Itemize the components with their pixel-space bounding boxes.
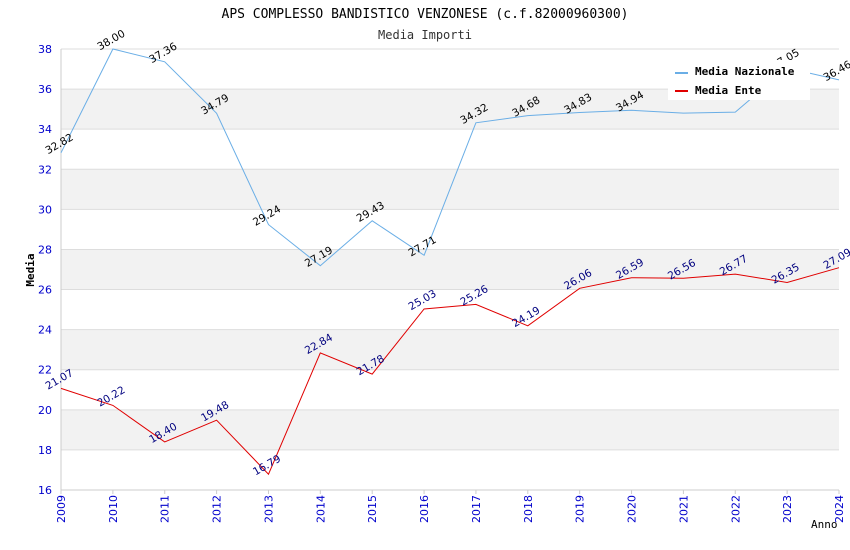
y-tick-label: 16 (38, 484, 52, 497)
x-tick-label: 2013 (262, 495, 275, 523)
x-tick-label: 2016 (418, 495, 431, 523)
y-tick-label: 24 (38, 324, 52, 337)
x-tick-label: 2019 (574, 495, 587, 523)
x-tick-label: 2023 (781, 495, 794, 523)
x-tick-label: 2022 (729, 495, 742, 523)
chart-title: APS COMPLESSO BANDISTICO VENZONESE (c.f.… (222, 7, 629, 22)
legend-label-nazionale: Media Nazionale (695, 65, 795, 78)
x-axis-label: Anno (811, 518, 838, 531)
x-tick-label: 2021 (677, 495, 690, 523)
grid-band (61, 249, 839, 290)
series-line-nazionale (60, 48, 840, 267)
x-tick-label: 2009 (55, 495, 68, 523)
x-tick-label: 2018 (522, 495, 535, 523)
x-tick-label: 2015 (366, 495, 379, 523)
x-tick-label: 2017 (470, 495, 483, 523)
series-layer (60, 48, 840, 476)
y-tick-label: 34 (38, 123, 52, 136)
y-tick-label: 36 (38, 83, 52, 96)
y-tick-label: 38 (38, 43, 52, 56)
grid-band (61, 329, 839, 370)
y-tick-label: 22 (38, 364, 52, 377)
x-tick-label: 2011 (159, 495, 172, 523)
y-tick-label: 32 (38, 163, 52, 176)
x-tick-label: 2012 (211, 495, 224, 523)
grid-band (61, 409, 839, 450)
x-tick-label: 2020 (626, 495, 639, 523)
legend-label-ente: Media Ente (695, 84, 762, 97)
legend-box (668, 60, 810, 100)
y-axis-label: Media (24, 253, 37, 286)
x-tick-label: 2010 (107, 495, 120, 523)
y-tick-label: 28 (38, 243, 52, 256)
x-tick-label: 2024 (833, 495, 846, 523)
y-tick-label: 26 (38, 284, 52, 297)
chart-subtitle: Media Importi (378, 28, 472, 42)
y-tick-label: 20 (38, 404, 52, 417)
x-tick-label: 2014 (314, 495, 327, 523)
y-tick-label: 30 (38, 203, 52, 216)
legend: Media Nazionale Media Ente (668, 60, 810, 100)
series-line-ente (60, 267, 840, 476)
y-tick-label: 18 (38, 444, 52, 457)
